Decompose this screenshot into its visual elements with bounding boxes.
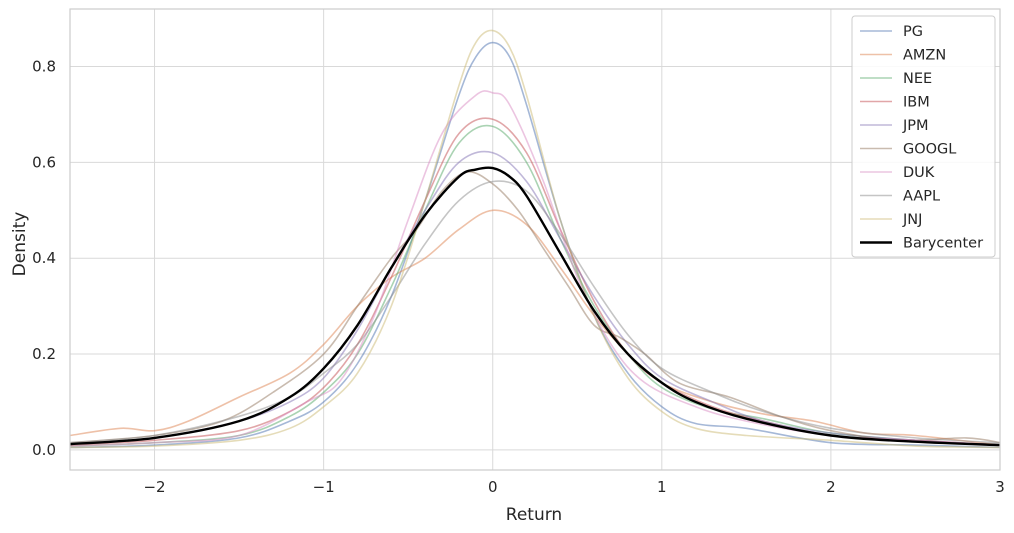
legend-label-nee: NEE: [903, 71, 932, 87]
legend-label-aapl: AAPL: [903, 189, 940, 205]
tick-labels: −2 −1 0 1 2 3 0.0 0.2 0.4 0.6 0.8: [32, 58, 1005, 496]
series-line-barycenter: [70, 166, 1000, 447]
legend-box: [851, 15, 996, 258]
y-axis-label: Density: [10, 212, 30, 277]
series-lines: [70, 29, 1000, 449]
series-line-pg: [70, 41, 1000, 449]
series-line-duk: [70, 90, 1000, 447]
y-tick-label: 0.8: [32, 58, 56, 76]
legend-label-pg: PG: [903, 24, 923, 40]
series-line-jnj: [70, 29, 1000, 449]
x-tick-label: −2: [143, 478, 165, 496]
plot-frame: [69, 8, 1001, 471]
legend-label-duk: DUK: [903, 165, 935, 181]
series-line-nee: [70, 124, 1000, 447]
legend-label-jpm: JPM: [902, 118, 929, 134]
x-tick-label: 0: [488, 478, 498, 496]
x-tick-label: 2: [826, 478, 836, 496]
legend-label-barycenter: Barycenter: [903, 236, 983, 252]
y-tick-label: 0.6: [32, 153, 56, 171]
legend-label-ibm: IBM: [903, 95, 930, 111]
x-tick-label: 3: [995, 478, 1005, 496]
plot-background: [70, 9, 1000, 470]
legend-label-jnj: JNJ: [902, 212, 922, 228]
series-line-jpm: [70, 150, 1000, 446]
legend: PG AMZN NEE IBM JPM GOOGL DUK AAPL JNJ Barycenter: [851, 15, 996, 258]
legend-label-googl: GOOGL: [903, 142, 956, 158]
y-tick-label: 0.0: [32, 441, 56, 459]
series-line-amzn: [70, 209, 1000, 446]
x-tick-label: −1: [313, 478, 335, 496]
y-tick-label: 0.4: [32, 249, 56, 267]
x-tick-label: 1: [657, 478, 667, 496]
x-axis-label: Return: [506, 505, 562, 525]
legend-label-amzn: AMZN: [903, 48, 946, 64]
y-tick-label: 0.2: [32, 345, 56, 363]
